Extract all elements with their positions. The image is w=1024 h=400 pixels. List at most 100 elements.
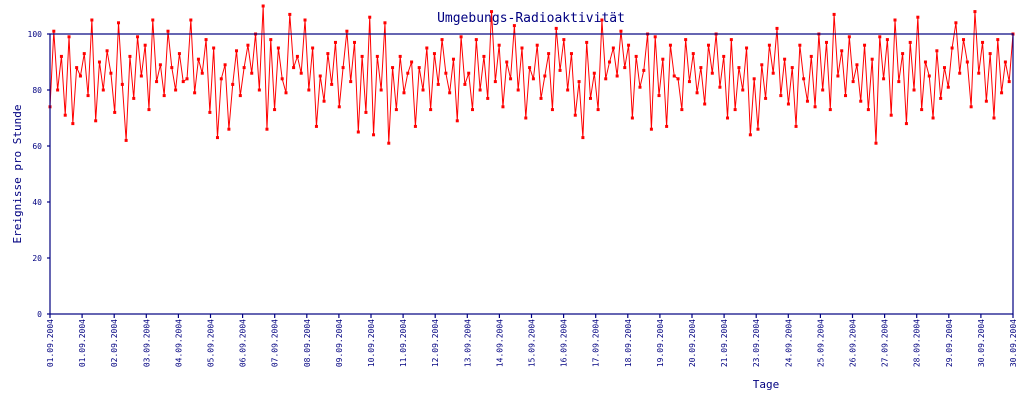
data-point xyxy=(497,43,501,47)
data-point xyxy=(113,110,117,114)
data-point xyxy=(783,57,787,61)
data-point xyxy=(935,49,939,53)
data-point xyxy=(840,49,844,53)
data-point xyxy=(273,108,277,112)
data-point xyxy=(158,63,162,67)
x-tick-label: 16.09.2004 xyxy=(560,319,569,367)
data-point xyxy=(855,63,859,67)
x-tick-label: 04.09.2004 xyxy=(174,319,183,367)
data-point xyxy=(912,88,916,92)
data-point xyxy=(608,60,612,64)
chart-title: Umgebungs-Radioaktivität xyxy=(437,11,625,26)
data-point xyxy=(866,108,870,112)
data-point xyxy=(813,105,817,109)
y-tick-label: 60 xyxy=(32,142,42,151)
data-point xyxy=(767,43,771,47)
data-point xyxy=(333,40,337,44)
data-point xyxy=(710,71,714,75)
data-point xyxy=(543,74,547,78)
data-point xyxy=(672,74,676,78)
data-point xyxy=(478,88,482,92)
data-point xyxy=(969,105,973,109)
data-point xyxy=(752,77,756,81)
data-point xyxy=(996,38,1000,42)
x-tick-label: 03.09.2004 xyxy=(142,319,151,367)
data-point xyxy=(474,38,478,42)
data-point xyxy=(847,35,851,39)
data-point xyxy=(794,124,798,128)
x-tick-label: 17.09.2004 xyxy=(592,319,601,367)
data-point xyxy=(56,88,60,92)
data-point xyxy=(661,57,665,61)
data-point xyxy=(623,66,627,70)
data-point xyxy=(615,74,619,78)
data-point xyxy=(653,35,657,39)
data-point xyxy=(212,46,216,50)
data-point xyxy=(235,49,239,53)
data-point xyxy=(105,49,109,53)
data-point xyxy=(451,57,455,61)
y-axis: 0 20 40 60 80 100 xyxy=(28,30,50,319)
x-tick-label: 12.09.2004 xyxy=(431,319,440,367)
x-tick-label: 02.09.2004 xyxy=(110,319,119,367)
x-tick-label: 18.09.2004 xyxy=(624,319,633,367)
x-tick-label: 09.09.2004 xyxy=(335,319,344,367)
data-point xyxy=(569,52,573,56)
data-point xyxy=(604,77,608,81)
data-point xyxy=(493,80,497,84)
data-point xyxy=(307,88,311,92)
data-point xyxy=(802,77,806,81)
data-point xyxy=(490,10,494,14)
data-point xyxy=(1000,91,1004,95)
data-point xyxy=(528,66,532,70)
data-point xyxy=(588,96,592,100)
y-tick-label: 80 xyxy=(32,86,42,95)
data-point xyxy=(295,54,299,58)
data-point xyxy=(284,91,288,95)
x-tick-label: 28.09.2004 xyxy=(913,319,922,367)
data-point xyxy=(143,43,147,47)
x-tick-label: 21.09.2004 xyxy=(720,319,729,367)
data-point xyxy=(432,52,436,56)
data-point xyxy=(524,116,528,120)
data-point xyxy=(337,105,341,109)
data-point xyxy=(786,102,790,106)
data-point xyxy=(63,113,67,117)
data-point xyxy=(600,18,604,22)
data-point xyxy=(299,71,303,75)
data-point xyxy=(223,63,227,67)
y-tick-label: 0 xyxy=(37,310,42,319)
data-point xyxy=(992,116,996,120)
x-axis-label: Tage xyxy=(753,378,780,391)
y-tick-label: 100 xyxy=(28,30,43,39)
data-point xyxy=(512,24,516,28)
data-point xyxy=(585,40,589,44)
data-point xyxy=(630,116,634,120)
data-point xyxy=(177,52,181,56)
data-point xyxy=(958,71,962,75)
x-tick-label: 24.09.2004 xyxy=(784,319,793,367)
data-point xyxy=(893,18,897,22)
data-point xyxy=(448,91,452,95)
y-tick-label: 20 xyxy=(32,254,42,263)
data-point xyxy=(219,77,223,81)
data-point xyxy=(421,88,425,92)
data-point xyxy=(531,77,535,81)
data-point xyxy=(562,38,566,42)
data-point xyxy=(923,60,927,64)
data-point xyxy=(878,35,882,39)
data-point xyxy=(984,99,988,103)
data-point xyxy=(981,40,985,44)
data-point xyxy=(908,40,912,44)
data-point xyxy=(592,71,596,75)
data-point xyxy=(90,18,94,22)
data-point xyxy=(398,54,402,58)
x-tick-label: 11.09.2004 xyxy=(399,319,408,367)
data-point xyxy=(501,105,505,109)
data-point xyxy=(162,94,166,98)
data-point xyxy=(741,88,745,92)
data-point xyxy=(204,38,208,42)
data-point xyxy=(318,74,322,78)
data-point xyxy=(684,38,688,42)
data-point xyxy=(619,29,623,33)
